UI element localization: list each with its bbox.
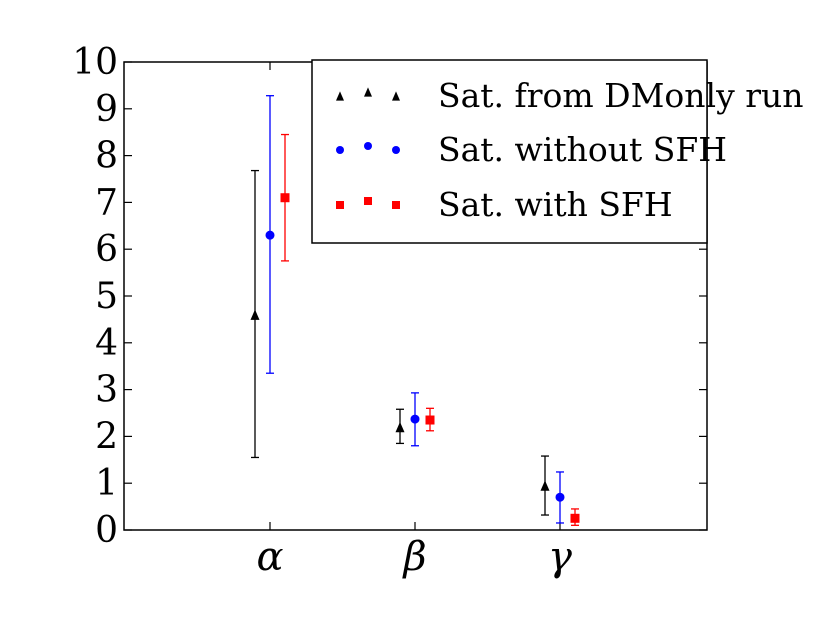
data-point <box>425 415 435 425</box>
legend-label: Sat. from DMonly run <box>438 76 804 115</box>
y-tick-label: 9 <box>95 89 118 130</box>
data-point <box>250 309 260 320</box>
x-category-label: α <box>256 534 283 580</box>
legend-marker <box>392 201 400 209</box>
legend-label: Sat. with SFH <box>438 185 673 224</box>
x-category-label: β <box>401 534 426 580</box>
data-point <box>555 492 565 502</box>
legend-marker <box>336 201 344 209</box>
data-point <box>570 513 580 523</box>
y-tick-label: 6 <box>95 229 118 270</box>
x-category-label: γ <box>548 534 572 580</box>
y-tick-label: 0 <box>95 510 118 551</box>
legend-item-0: Sat. from DMonly run <box>336 76 804 115</box>
data-point <box>410 414 420 424</box>
legend-label: Sat. without SFH <box>438 130 727 169</box>
legend-box <box>311 59 708 244</box>
legend-marker <box>336 146 344 154</box>
x-axis: α β γ <box>256 62 572 580</box>
legend-marker <box>364 87 372 97</box>
y-tick-label: 10 <box>72 42 118 83</box>
y-tick-label: 2 <box>95 416 118 457</box>
y-axis: 0 1 2 3 4 5 6 7 8 9 10 <box>72 42 707 551</box>
legend-marker <box>336 91 344 101</box>
legend-marker <box>392 91 400 101</box>
series-layer <box>250 95 580 526</box>
y-tick-label: 1 <box>95 463 118 504</box>
legend-marker <box>364 197 372 205</box>
data-point <box>265 230 275 240</box>
data-point <box>280 193 290 203</box>
y-tick-label: 4 <box>95 323 118 364</box>
legend-marker <box>392 146 400 154</box>
data-point <box>540 480 550 491</box>
series-0 <box>250 169 550 516</box>
series-1 <box>265 95 565 524</box>
y-tick-label: 8 <box>95 136 118 177</box>
y-tick-label: 3 <box>95 370 118 411</box>
legend-marker <box>364 142 372 150</box>
data-point <box>395 421 405 433</box>
series-2 <box>280 133 580 526</box>
y-tick-label: 7 <box>95 182 118 223</box>
legend-item-2: Sat. with SFH <box>336 185 673 224</box>
legend-item-1: Sat. without SFH <box>336 130 727 169</box>
legend: Sat. from DMonly run Sat. without SFH Sat.… <box>311 59 804 244</box>
y-tick-label: 5 <box>95 276 118 317</box>
